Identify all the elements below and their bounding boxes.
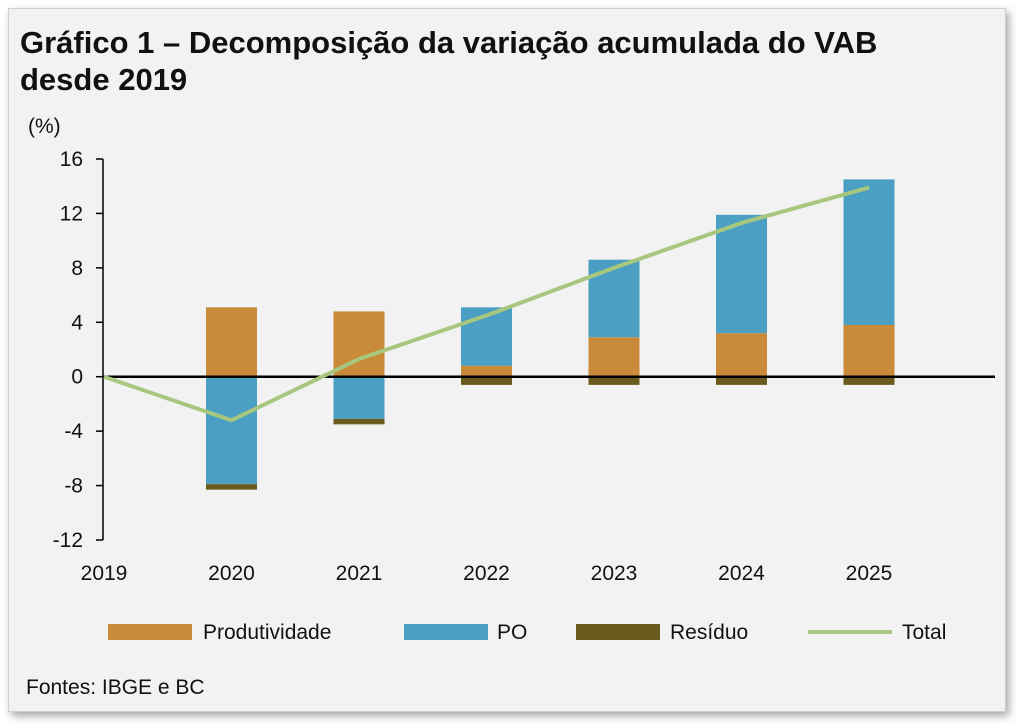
y-axis-unit-label: (%) [28, 115, 61, 138]
chart-title-line-2: desde 2019 [20, 62, 188, 97]
bar-po-2025 [843, 179, 895, 326]
chart-title: Gráfico 1 – Decomposição da variação acu… [20, 24, 1010, 98]
total-line [103, 185, 870, 423]
y-tick-label--8: -8 [64, 475, 83, 498]
source-note: Fontes: IBGE e BC [26, 676, 205, 699]
bar-produtividade-2020 [206, 307, 257, 377]
bar-res-duo-2023 [588, 376, 640, 385]
y-tick-label-4: 4 [71, 311, 83, 334]
x-tick-label-2025: 2025 [846, 562, 893, 585]
x-tick-label-2019: 2019 [81, 562, 128, 585]
bar-produtividade-2024 [716, 333, 767, 377]
bar-res-duo-2025 [843, 376, 895, 385]
bars-layer [206, 179, 895, 490]
y-tick-label--4: -4 [64, 420, 83, 443]
legend-swatch-produtividade [108, 624, 192, 640]
bar-res-duo-2020 [206, 484, 257, 490]
bar-po-2024 [716, 214, 767, 334]
bar-po-2021 [333, 376, 385, 419]
bar-res-duo-2022 [461, 376, 512, 385]
y-tick-label-12: 12 [60, 202, 83, 225]
x-tick-label-2020: 2020 [208, 562, 255, 585]
legend: Produtividade PO Resíduo Total [108, 621, 946, 644]
y-tick-label-8: 8 [71, 257, 83, 280]
legend-swatch-res-duo [576, 624, 660, 640]
bar-res-duo-2024 [716, 376, 767, 385]
legend-swatch-po [404, 624, 488, 640]
bar-produtividade-2022 [461, 365, 512, 377]
total-line-layer [103, 185, 870, 423]
x-tick-label-2023: 2023 [591, 562, 638, 585]
axes-layer: 16 12 8 4 0 -4 -8 -12 2019 2020 2021 2022 2023 2024 20… [53, 148, 995, 585]
legend-label-res-duo: Resíduo [670, 621, 748, 644]
legend-label-po: PO [497, 621, 527, 644]
y-tick-label-16: 16 [60, 148, 83, 171]
x-tick-label-2022: 2022 [463, 562, 510, 585]
chart-title-line-1: Gráfico 1 – Decomposição da variação acu… [20, 25, 878, 60]
bar-produtividade-2023 [588, 337, 640, 377]
y-tick-label--12: -12 [53, 529, 83, 552]
legend-label-produtividade: Produtividade [203, 621, 331, 644]
legend-label-total: Total [902, 621, 946, 644]
bar-produtividade-2025 [843, 325, 895, 377]
x-tick-label-2024: 2024 [718, 562, 765, 585]
bar-res-duo-2021 [333, 418, 385, 425]
bar-po-2020 [206, 376, 257, 485]
bar-po-2023 [588, 259, 640, 338]
y-tick-label-0: 0 [71, 366, 83, 389]
x-tick-label-2021: 2021 [336, 562, 383, 585]
